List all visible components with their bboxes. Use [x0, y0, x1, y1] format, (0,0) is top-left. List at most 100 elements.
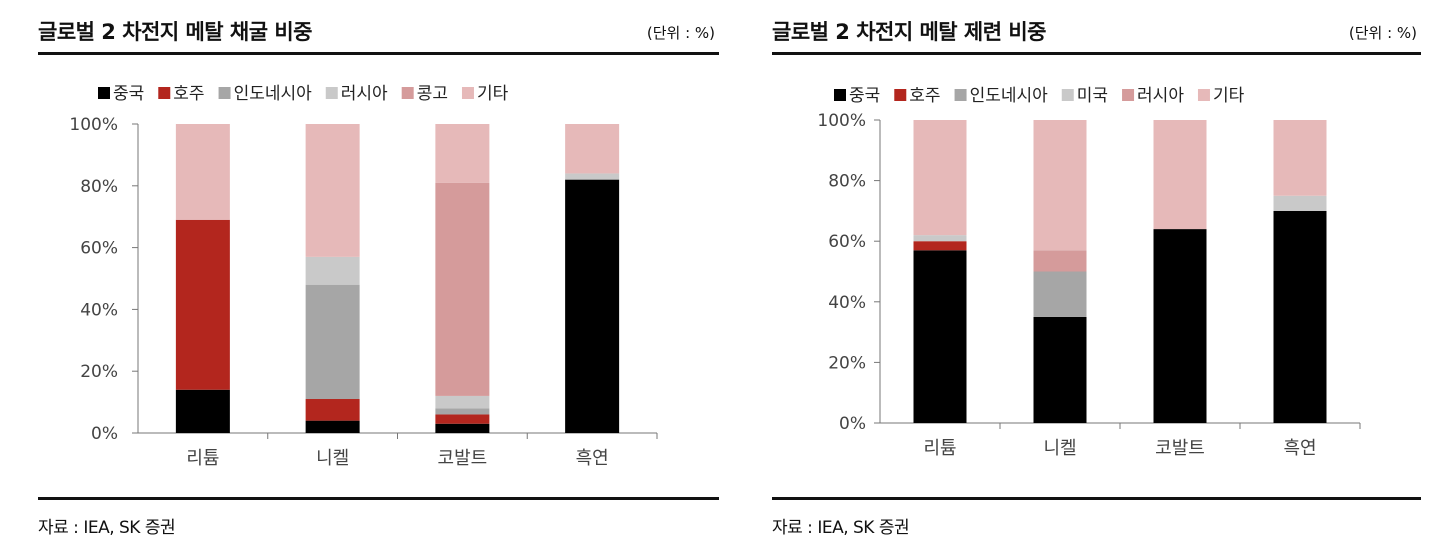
bar-segment: [565, 124, 620, 174]
bar-segment: [435, 395, 490, 409]
y-tick-label: 40%: [80, 300, 118, 320]
bar-segment: [175, 389, 230, 433]
top-divider: [38, 52, 719, 55]
bar-segment: [435, 182, 490, 396]
bar-segment: [913, 235, 967, 242]
legend: 중국 호주 인도네시아 러시아 콩고 기타: [98, 84, 509, 104]
x-tick-label: 니켈: [316, 448, 349, 469]
mining-share-panel: 글로벌 2 차전지 메탈 채굴 비중 (단위 : %) 중국 호주 인도네시아 러시아…: [38, 0, 719, 560]
legend-swatch: [158, 87, 171, 99]
bar-segment: [435, 423, 490, 433]
legend-label: 인도네시아: [234, 84, 313, 104]
source-note: 자료 : IEA, SK 증권: [772, 518, 910, 538]
legend-swatch: [401, 87, 414, 99]
refining-stacked-bar-chart: 중국 호주 인도네시아 미국 러시아 기타 0% 20% 40% 60% 80% 100% 리튬 니켈 코발…: [817, 86, 1361, 459]
legend-label: 기타: [477, 84, 509, 104]
legend-item: 미국: [1061, 86, 1108, 106]
legend-label: 중국: [849, 86, 880, 106]
bottom-divider: [38, 497, 719, 500]
legend-label: 호주: [173, 84, 204, 104]
legend-item: 콩고: [401, 84, 448, 104]
chart-title: 글로벌 2 차전지 메탈 채굴 비중: [38, 20, 313, 44]
legend-swatch: [954, 89, 967, 101]
source-note: 자료 : IEA, SK 증권: [38, 518, 176, 538]
bar-segment: [1033, 271, 1087, 317]
bar-segment: [1153, 120, 1207, 230]
bar-segment: [913, 241, 967, 251]
bar-segment: [1273, 120, 1327, 196]
y-tick-label: 100%: [817, 111, 866, 131]
legend-swatch: [461, 87, 474, 99]
bottom-divider: [772, 497, 1421, 500]
unit-label: (단위 : %): [1348, 24, 1417, 42]
x-tick-label: 리튬: [186, 448, 219, 469]
y-tick-label: 40%: [828, 293, 866, 313]
legend-swatch: [894, 89, 907, 101]
bar-segment: [1033, 250, 1087, 272]
y-tick-label: 0%: [91, 424, 118, 444]
bar-segment: [1273, 210, 1327, 423]
y-tick-label: 80%: [80, 177, 118, 197]
x-tick-label: 흑연: [576, 448, 609, 469]
legend-swatch: [325, 87, 338, 99]
legend-item: 인도네시아: [218, 84, 313, 104]
legend-item: 중국: [98, 84, 144, 104]
bar-segment: [1153, 229, 1207, 423]
bar-segment: [305, 124, 360, 257]
y-tick-label: 100%: [69, 115, 118, 135]
bar-segment: [305, 256, 360, 285]
bar-segment: [1273, 195, 1327, 211]
legend-label: 콩고: [417, 84, 448, 104]
bar-segment: [1033, 120, 1087, 251]
legend-item: 기타: [1197, 86, 1245, 106]
bar-stack: [1273, 120, 1327, 423]
legend-item: 호주: [158, 84, 205, 104]
legend-item: 러시아: [325, 84, 388, 104]
legend: 중국 호주 인도네시아 미국 러시아 기타: [834, 86, 1245, 106]
legend-item: 러시아: [1122, 86, 1184, 106]
bar-segment: [435, 408, 490, 415]
y-tick-label: 20%: [80, 362, 118, 382]
legend-item: 호주: [894, 86, 941, 106]
x-tick-label: 코발트: [1155, 438, 1205, 459]
bar-segment: [305, 284, 360, 400]
legend-swatch: [218, 87, 231, 99]
legend-swatch: [1197, 89, 1210, 101]
bar-segment: [1033, 316, 1087, 423]
bar-segment: [435, 124, 490, 183]
bar-segment: [305, 420, 360, 433]
top-divider: [772, 52, 1421, 55]
legend-item: 기타: [461, 84, 509, 104]
bar-stack: [913, 120, 967, 423]
bar-segment: [565, 173, 620, 180]
bar-stack: [1153, 120, 1207, 423]
bar-segment: [565, 179, 620, 433]
legend-label: 러시아: [341, 84, 388, 104]
legend-swatch: [1061, 89, 1074, 101]
bar-stack: [565, 124, 620, 433]
unit-label: (단위 : %): [646, 24, 715, 42]
x-tick-label: 리튬: [923, 438, 956, 459]
legend-swatch: [98, 87, 110, 99]
bar-stack: [305, 124, 360, 433]
legend-swatch: [1122, 89, 1135, 101]
legend-label: 미국: [1077, 86, 1108, 106]
y-tick-label: 60%: [80, 239, 118, 259]
mining-stacked-bar-chart: 중국 호주 인도네시아 러시아 콩고 기타 0% 20% 40% 60% 80% 100% 리튬 니켈 코발…: [69, 84, 658, 469]
bar-stack: [175, 124, 230, 433]
bar-segment: [913, 120, 967, 236]
legend-item: 인도네시아: [954, 86, 1048, 106]
y-tick-label: 20%: [828, 353, 866, 373]
bar-stack: [1033, 120, 1087, 423]
bar-segment: [175, 219, 230, 390]
legend-label: 기타: [1213, 86, 1245, 106]
x-tick-label: 니켈: [1043, 438, 1076, 459]
bar-stack: [435, 124, 490, 433]
bar-segment: [175, 124, 230, 220]
y-tick-label: 80%: [828, 172, 866, 192]
x-tick-label: 흑연: [1283, 438, 1316, 459]
chart-title: 글로벌 2 차전지 메탈 제련 비중: [772, 20, 1047, 44]
legend-swatch: [834, 89, 846, 101]
legend-label: 호주: [909, 86, 940, 106]
x-tick-label: 코발트: [438, 448, 488, 469]
